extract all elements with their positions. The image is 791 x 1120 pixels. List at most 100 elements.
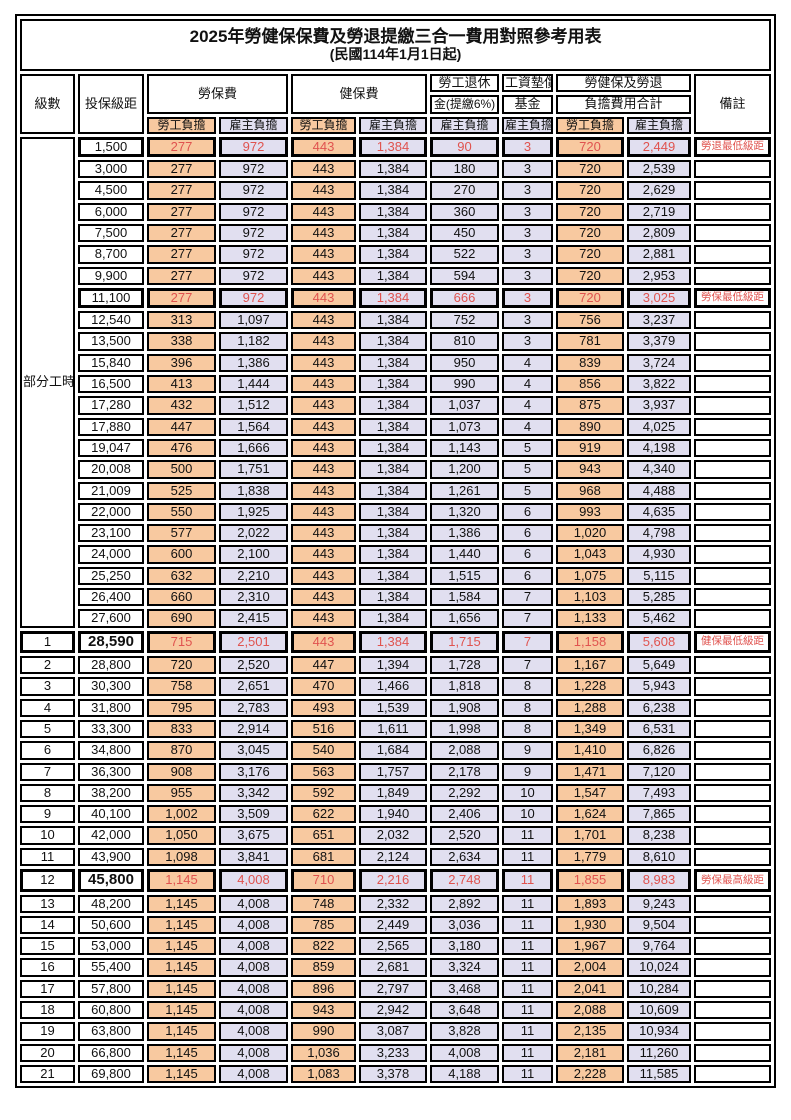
cell-pension-employer: 1,037	[430, 396, 499, 415]
cell-level: 15	[20, 937, 75, 956]
cell-pension-employer: 1,440	[430, 545, 499, 564]
cell-health-employee: 896	[291, 979, 356, 999]
cell-pension-employer: 2,520	[430, 826, 499, 845]
cell-health-employer: 2,124	[359, 847, 427, 867]
cell-total-employee: 720	[556, 287, 624, 309]
cell-total-employer: 2,809	[627, 223, 691, 243]
cell-wage-fund-employer: 11	[502, 979, 553, 999]
cell-bracket: 21,009	[78, 481, 144, 500]
cell-bracket: 34,800	[78, 741, 144, 760]
cell-total-employer: 10,934	[627, 1022, 691, 1041]
cell-total-employee: 720	[556, 181, 624, 200]
cell-health-employee: 447	[291, 656, 356, 675]
cell-total-employer: 4,798	[627, 524, 691, 543]
cell-health-employee: 443	[291, 609, 356, 628]
cell-remark	[694, 741, 772, 760]
cell-health-employee: 443	[291, 438, 356, 458]
cell-bracket: 28,800	[78, 656, 144, 675]
cell-total-employer: 5,608	[627, 630, 691, 654]
cell-total-employee: 720	[556, 136, 624, 158]
cell-health-employee: 592	[291, 783, 356, 803]
cell-labor-employee: 690	[147, 609, 216, 628]
cell-labor-employee: 577	[147, 524, 216, 543]
cell-health-employee: 1,036	[291, 1043, 356, 1062]
cell-total-employer: 6,826	[627, 741, 691, 760]
subheader-pension-employer: 雇主負擔	[430, 116, 499, 134]
cell-total-employer: 11,260	[627, 1043, 691, 1062]
cell-bracket: 8,700	[78, 245, 144, 264]
cell-labor-employer: 3,841	[219, 847, 288, 867]
cell-health-employee: 443	[291, 481, 356, 500]
cell-labor-employee: 525	[147, 481, 216, 500]
cell-labor-employer: 972	[219, 266, 288, 285]
cell-wage-fund-employer: 8	[502, 720, 553, 739]
table-row: 17,280 432 1,512 443 1,384 1,037 4 875 3,937	[20, 396, 772, 415]
cell-wage-fund-employer: 11	[502, 915, 553, 935]
cell-bracket: 22,000	[78, 502, 144, 522]
cell-labor-employee: 632	[147, 566, 216, 586]
cell-bracket: 9,900	[78, 266, 144, 285]
cell-health-employer: 1,384	[359, 460, 427, 479]
cell-total-employee: 2,135	[556, 1022, 624, 1041]
cell-labor-employer: 4,008	[219, 1043, 288, 1062]
cell-level: 2	[20, 656, 75, 675]
cell-pension-employer: 522	[430, 245, 499, 264]
cell-bracket: 20,008	[78, 460, 144, 479]
cell-pension-employer: 2,406	[430, 805, 499, 824]
cell-health-employee: 622	[291, 805, 356, 824]
cell-labor-employer: 3,675	[219, 826, 288, 845]
cell-wage-fund-employer: 10	[502, 805, 553, 824]
cell-health-employee: 443	[291, 181, 356, 200]
cell-labor-employee: 870	[147, 741, 216, 760]
cell-total-employer: 10,284	[627, 979, 691, 999]
table-row: 11,100 277 972 443 1,384 666 3 720 3,025 勞保最低級距	[20, 287, 772, 309]
subheader-wage-fund-employer: 雇主負擔	[502, 116, 553, 134]
table-row: 19,047 476 1,666 443 1,384 1,143 5 919 4,198	[20, 438, 772, 458]
cell-labor-employer: 3,045	[219, 741, 288, 760]
cell-health-employer: 1,384	[359, 481, 427, 500]
cell-total-employer: 5,285	[627, 588, 691, 607]
cell-labor-employer: 972	[219, 160, 288, 179]
cell-total-employee: 2,088	[556, 1001, 624, 1020]
col-header-level: 級數	[20, 74, 75, 134]
cell-remark	[694, 783, 772, 803]
cell-total-employer: 5,115	[627, 566, 691, 586]
cell-labor-employer: 2,100	[219, 545, 288, 564]
cell-total-employee: 1,167	[556, 656, 624, 675]
cell-bracket: 53,000	[78, 937, 144, 956]
cell-total-employer: 9,243	[627, 894, 691, 913]
cell-remark: 勞退最低級距	[694, 136, 772, 158]
cell-pension-employer: 1,584	[430, 588, 499, 607]
cell-labor-employee: 277	[147, 160, 216, 179]
cell-total-employee: 720	[556, 245, 624, 264]
cell-health-employee: 443	[291, 524, 356, 543]
cell-wage-fund-employer: 11	[502, 1022, 553, 1041]
cell-pension-employer: 2,748	[430, 869, 499, 892]
cell-pension-employer: 3,036	[430, 915, 499, 935]
cell-labor-employer: 972	[219, 223, 288, 243]
cell-health-employee: 443	[291, 287, 356, 309]
cell-wage-fund-employer: 11	[502, 1001, 553, 1020]
cell-labor-employer: 2,651	[219, 677, 288, 696]
cell-total-employer: 2,449	[627, 136, 691, 158]
cell-labor-employer: 1,444	[219, 375, 288, 394]
cell-wage-fund-employer: 3	[502, 136, 553, 158]
cell-total-employer: 4,025	[627, 417, 691, 436]
table-row: 25,250 632 2,210 443 1,384 1,515 6 1,075 5,115	[20, 566, 772, 586]
table-body: 部分工時 1,500 277 972 443 1,384 90 3 720 2,449 勞退最低級距…	[20, 136, 772, 1084]
cell-pension-employer: 360	[430, 202, 499, 221]
cell-remark	[694, 353, 772, 373]
cell-level: 11	[20, 847, 75, 867]
cell-bracket: 30,300	[78, 677, 144, 696]
cell-health-employer: 2,681	[359, 958, 427, 977]
cell-wage-fund-employer: 3	[502, 287, 553, 309]
cell-total-employee: 1,855	[556, 869, 624, 892]
cell-remark	[694, 1022, 772, 1041]
cell-bracket: 63,800	[78, 1022, 144, 1041]
cell-health-employee: 859	[291, 958, 356, 977]
table-row: 14 50,600 1,145 4,008 785 2,449 3,036 11 1,930 9,…	[20, 915, 772, 935]
cell-total-employee: 756	[556, 311, 624, 330]
col-group-pension-line2: 金(提繳6%)	[430, 95, 499, 114]
table-row: 10 42,000 1,050 3,675 651 2,032 2,520 11 1,701 8,…	[20, 826, 772, 845]
cell-wage-fund-employer: 6	[502, 566, 553, 586]
